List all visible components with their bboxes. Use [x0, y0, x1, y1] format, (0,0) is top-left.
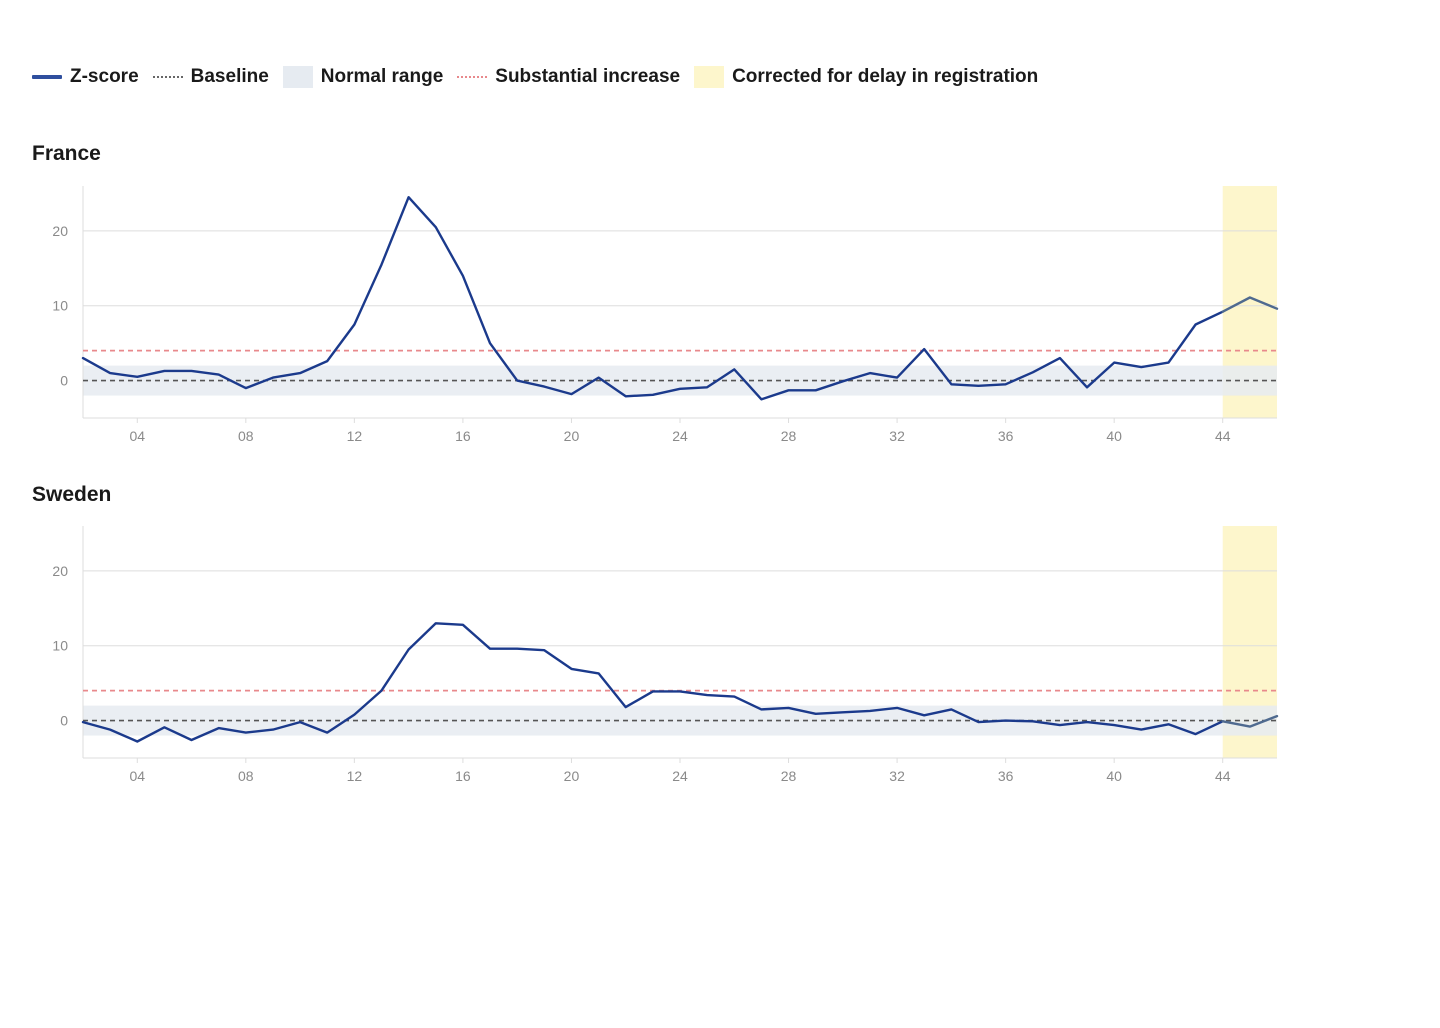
legend-item-zscore: Z-score	[32, 66, 139, 88]
x-tick-label: 32	[889, 428, 905, 444]
legend-item-corrected: Corrected for delay in registration	[694, 66, 1038, 88]
chart-legend: Z-score Baseline Normal range Substantia…	[32, 66, 1052, 88]
legend-item-normal-range: Normal range	[282, 66, 444, 88]
chart-france: 0 10 20 04 08 12 16 20 24 28 32 36 40 44	[52, 186, 1279, 444]
x-tick-label: 28	[781, 768, 797, 784]
x-tick-label: 28	[781, 428, 797, 444]
legend-label-normal-range: Normal range	[320, 66, 444, 87]
x-tick-label: 04	[129, 428, 145, 444]
x-tick-label: 08	[238, 768, 254, 784]
x-tick-label: 20	[564, 768, 580, 784]
legend-label-corrected: Corrected for delay in registration	[732, 66, 1039, 87]
legend-label-substantial-increase: Substantial increase	[495, 66, 681, 87]
y-tick-label: 0	[60, 373, 68, 389]
x-tick-label: 40	[1106, 428, 1122, 444]
x-tick-label: 16	[455, 428, 471, 444]
x-tick-label: 12	[347, 428, 363, 444]
x-tick-label: 16	[455, 768, 471, 784]
panel-title-france: France	[32, 142, 101, 165]
legend-swatch-baseline	[152, 76, 183, 78]
x-tick-label: 32	[889, 768, 905, 784]
y-tick-label: 0	[60, 713, 68, 729]
x-tick-label: 08	[238, 428, 254, 444]
x-tick-label: 44	[1215, 428, 1231, 444]
x-tick-label: 04	[129, 768, 145, 784]
x-tick-label: 12	[347, 768, 363, 784]
legend-label-baseline: Baseline	[190, 66, 269, 87]
panel-title-sweden: Sweden	[32, 483, 112, 506]
x-tick-label: 40	[1106, 768, 1122, 784]
zscore-line-corrected	[1221, 296, 1279, 313]
legend-item-baseline: Baseline	[152, 66, 269, 88]
y-tick-label: 20	[52, 223, 68, 239]
zscore-line	[81, 622, 1224, 743]
y-tick-label: 10	[52, 638, 68, 654]
x-tick-label: 24	[672, 768, 688, 784]
x-tick-label: 24	[672, 428, 688, 444]
zscore-line	[81, 196, 1224, 401]
legend-swatch-corrected	[694, 66, 725, 88]
x-tick-label: 44	[1215, 768, 1231, 784]
legend-label-zscore: Z-score	[70, 66, 139, 87]
chart-sweden: 0 10 20 04 08 12 16 20 24 28 32 36 40 44	[52, 526, 1279, 784]
legend-item-substantial-increase: Substantial increase	[457, 66, 680, 88]
y-tick-label: 20	[52, 563, 68, 579]
legend-swatch-normal-range	[282, 66, 313, 88]
x-tick-label: 36	[998, 768, 1014, 784]
zscore-line-corrected	[1221, 714, 1279, 728]
legend-swatch-zscore	[32, 75, 62, 79]
x-tick-label: 36	[998, 428, 1014, 444]
legend-swatch-substantial-increase	[457, 76, 488, 78]
y-tick-label: 10	[52, 298, 68, 314]
x-tick-label: 20	[564, 428, 580, 444]
